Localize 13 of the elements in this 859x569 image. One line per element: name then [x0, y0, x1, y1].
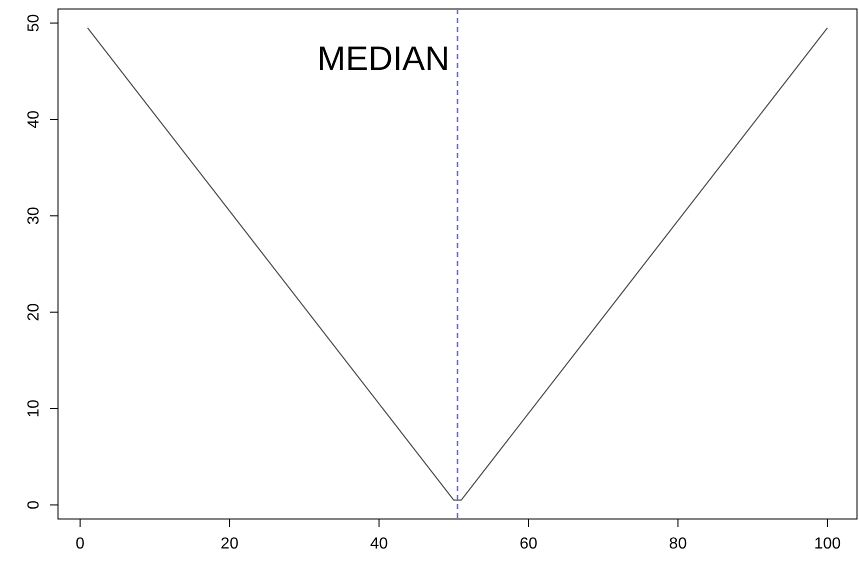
x-tick-label: 0	[76, 535, 85, 552]
y-tick-label: 20	[26, 303, 42, 322]
y-tick-label: 10	[26, 400, 42, 418]
ref-line-label: MEDIAN	[317, 40, 450, 78]
x-tick-label: 40	[370, 535, 388, 552]
y-tick-label: 30	[26, 206, 42, 225]
x-tick-label: 20	[220, 535, 239, 552]
y-tick-label: 50	[26, 14, 42, 32]
y-tick-label: 0	[26, 500, 42, 510]
x-tick-label: 100	[814, 535, 841, 552]
y-tick-label: 40	[26, 110, 42, 128]
x-tick-label: 60	[520, 535, 538, 552]
x-tick-label: 80	[669, 535, 687, 552]
